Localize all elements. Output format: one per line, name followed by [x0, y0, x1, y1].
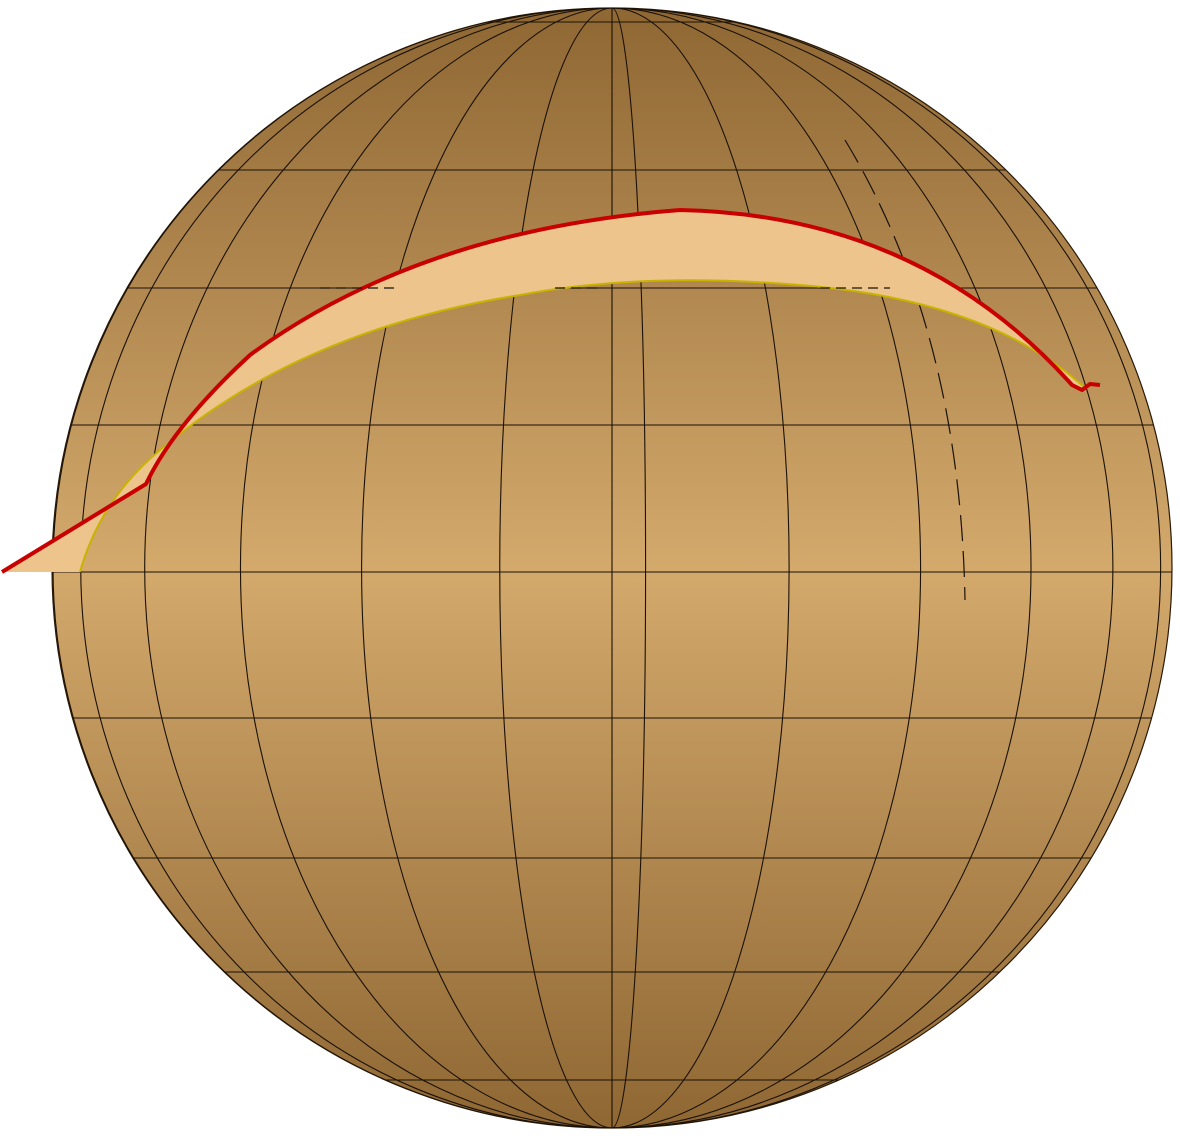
meridian-line: [499, 8, 613, 1128]
meridian-line: [611, 8, 1162, 1128]
meridian-line: [611, 8, 922, 1128]
meridians: [52, 8, 1162, 1128]
hidden-meridian-dashed: [844, 139, 966, 601]
meridian-line: [611, 8, 790, 1128]
meridian-line: [239, 8, 613, 1128]
curved-band: [2, 210, 1085, 572]
meridian-line: [611, 8, 647, 1128]
graticule: [52, 8, 1172, 1128]
band-upper-edge: [0, 208, 1101, 574]
meridian-line: [611, 8, 1032, 1128]
band-lower-edge: [79, 279, 1086, 573]
meridian-line: [361, 8, 613, 1128]
meridian-line: [144, 8, 613, 1128]
meridian-line: [611, 8, 1114, 1128]
